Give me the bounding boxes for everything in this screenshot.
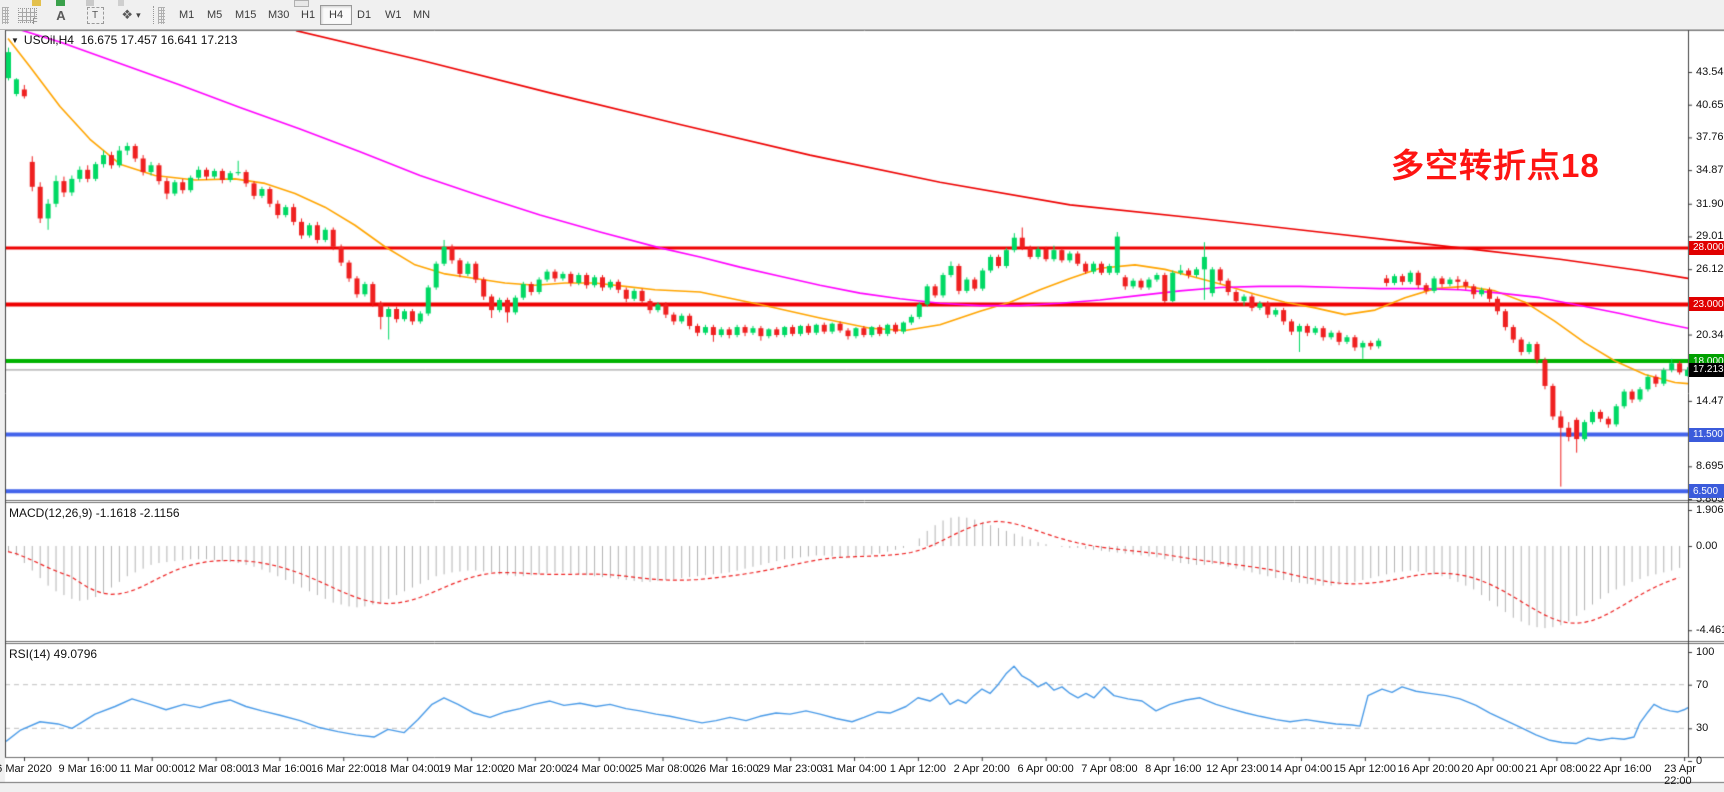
time-axis-label: 18 Mar 04:00 (374, 763, 440, 775)
shapes-tool-button[interactable]: ❖ ▾ (114, 5, 148, 25)
chart-text-annotation[interactable]: 多空转折点18 (1391, 147, 1600, 184)
timeframe-button-h1[interactable]: H1 (301, 9, 316, 21)
timeframe-button-m15[interactable]: M15 (235, 9, 257, 21)
time-axis-label: 29 Mar 23:00 (757, 763, 823, 775)
macd-axis-label: 0.00 (1696, 540, 1718, 552)
toolbar-drag-handle[interactable] (2, 7, 9, 24)
time-axis-label: 19 Mar 12:00 (438, 763, 504, 775)
time-axis-label: 16 Apr 20:00 (1397, 763, 1460, 775)
price-axis-label: 37.765 (1696, 131, 1724, 144)
price-badge-23-000: 23.000 (1689, 297, 1724, 312)
time-axis-label: 31 Mar 04:00 (821, 763, 887, 775)
timeframe-button-m1[interactable]: M1 (179, 9, 195, 21)
rsi-axis-label: 30 (1696, 722, 1709, 735)
clipped-toolbar-icon (32, 0, 41, 6)
price-axis-label: 34.875 (1696, 164, 1724, 177)
price-axis-label: 43.545 (1696, 66, 1724, 78)
rsi-axis-label: 70 (1696, 678, 1709, 691)
price-axis-label: 20.340 (1696, 328, 1724, 341)
time-axis-label: 6 Apr 00:00 (1017, 763, 1074, 775)
time-axis-label: 26 Mar 16:00 (693, 763, 759, 775)
text-box-tool-button[interactable]: T (82, 5, 108, 25)
time-axis-label: 11 Mar 00:00 (119, 763, 184, 775)
clipped-toolbar-icon (86, 0, 94, 6)
price-badge-17-213: 17.213 (1689, 362, 1724, 377)
time-axis-label: 25 Mar 08:00 (630, 763, 695, 775)
price-axis-label: 14.475 (1696, 394, 1724, 407)
period-grid-tool-button[interactable]: F (14, 5, 40, 26)
grid-icon: F (17, 7, 38, 26)
timeframe-button-m5[interactable]: M5 (207, 9, 223, 21)
chevron-down-icon: ▾ (136, 9, 141, 20)
price-badge-6-500: 6.500 (1689, 484, 1724, 499)
price-axis-label: 40.655 (1696, 98, 1724, 111)
macd-indicator-label: MACD(12,26,9) -1.1618 -2.1156 (9, 506, 180, 520)
chart-symbol: USOil,H4 (23, 33, 74, 47)
clipped-toolbar-icon (118, 0, 124, 6)
time-axis-label: 16 Mar 22:00 (310, 763, 376, 775)
macd-axis-label: -4.4614 (1696, 624, 1724, 637)
price-axis-label: 31.900 (1696, 197, 1724, 210)
letter-a-icon: A (56, 7, 66, 23)
price-badge-11-500: 11.500 (1689, 427, 1724, 442)
time-axis-label: 12 Apr 23:00 (1205, 763, 1269, 775)
diamonds-icon: ❖ (121, 7, 134, 22)
time-axis-label: 6 Mar 2020 (0, 763, 52, 775)
rsi-axis-label: 100 (1696, 646, 1715, 658)
timeframe-button-w1[interactable]: W1 (385, 9, 402, 21)
time-axis-label: 22 Apr 16:00 (1589, 763, 1652, 775)
time-axis-label: 13 Mar 16:00 (246, 763, 312, 775)
time-axis-label: 12 Mar 08:00 (183, 763, 248, 775)
rsi-indicator-label: RSI(14) 49.0796 (9, 647, 98, 661)
time-axis-label: 9 Mar 16:00 (58, 763, 118, 775)
chart-ohlc-values: 16.675 17.457 16.641 17.213 (80, 33, 238, 47)
time-axis-label: 8 Apr 16:00 (1145, 763, 1202, 775)
time-axis-label: 24 Mar 00:00 (566, 763, 632, 775)
chart-title: ▼ USOil,H4 16.675 17.457 16.641 17.213 (11, 33, 237, 47)
time-axis-label: 21 Apr 08:00 (1525, 763, 1588, 775)
toolbar-separator (153, 6, 156, 24)
timeframe-button-d1[interactable]: D1 (357, 9, 372, 21)
toolbar: F A T ❖ ▾ M1 M5 M15 M30 H1 H4 D1 W1 MN (0, 0, 1724, 30)
time-axis-label: 2 Apr 20:00 (953, 763, 1010, 775)
timeframe-button-m30[interactable]: M30 (268, 9, 290, 21)
time-axis-label: 20 Apr 00:00 (1461, 763, 1524, 775)
price-axis-label: 8.695 (1696, 460, 1724, 473)
timeframe-button-mn[interactable]: MN (413, 9, 431, 21)
price-axis-label: 26.120 (1696, 263, 1724, 276)
clipped-toolbar-icon (56, 0, 65, 6)
toolbar-drag-handle[interactable] (158, 7, 165, 24)
time-axis-label: 23 Apr 22:00 (1664, 763, 1696, 787)
text-label-tool-button[interactable]: A (48, 5, 74, 25)
macd-axis-label: 1.9069 (1696, 504, 1724, 516)
rsi-axis-label: 0 (1696, 755, 1703, 767)
chart-dropdown-icon[interactable]: ▼ (11, 36, 19, 45)
time-axis-label: 1 Apr 12:00 (889, 763, 947, 775)
timeframe-button-h4[interactable]: H4 (320, 5, 353, 25)
time-axis-label: 20 Mar 20:00 (502, 763, 568, 775)
time-axis-label: 7 Apr 08:00 (1081, 763, 1138, 775)
time-axis-label: 15 Apr 12:00 (1333, 763, 1397, 775)
time-axis-label: 14 Apr 04:00 (1269, 763, 1333, 775)
text-box-icon: T (86, 6, 104, 24)
price-badge-28-000: 28.000 (1689, 240, 1724, 255)
clipped-toolbar-icon (294, 0, 309, 7)
price-axis-label: 29.010 (1696, 230, 1724, 243)
